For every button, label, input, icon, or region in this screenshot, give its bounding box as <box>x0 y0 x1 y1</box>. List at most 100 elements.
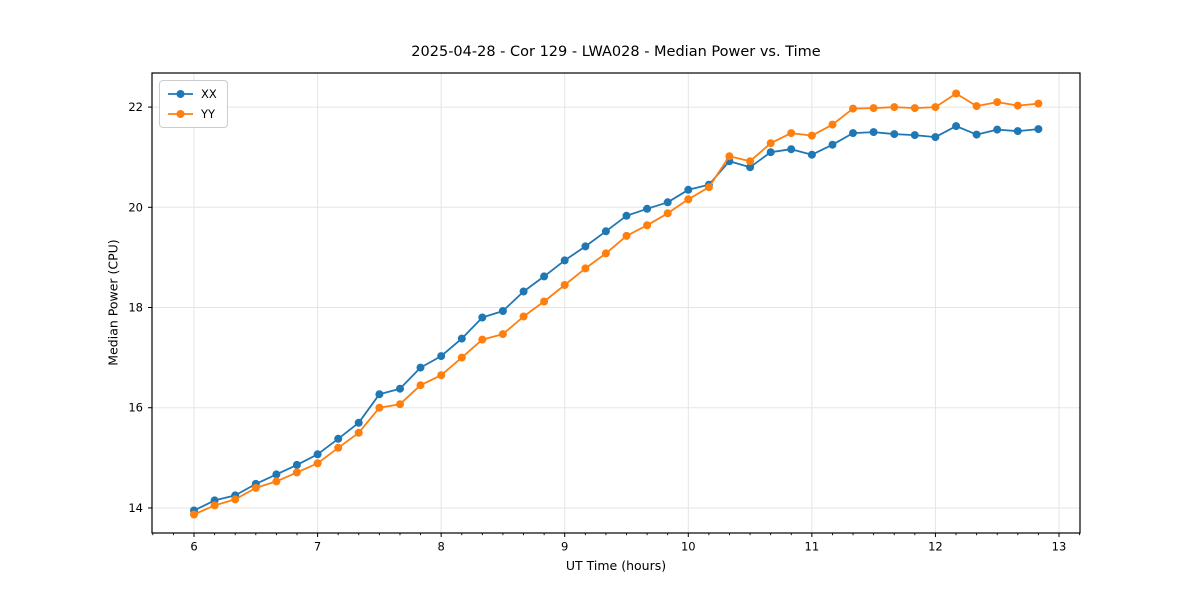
data-point-xx <box>396 384 404 393</box>
data-point-yy <box>725 152 734 161</box>
data-point-yy <box>251 483 260 492</box>
data-point-xx <box>1034 125 1043 134</box>
data-point-xx <box>498 307 507 315</box>
data-point-yy <box>869 104 878 113</box>
data-point-yy <box>910 104 919 113</box>
data-point-yy <box>437 371 446 380</box>
legend-entry-yy: YY <box>167 106 217 122</box>
y-axis-label: Median Power (CPU) <box>105 239 121 366</box>
data-point-yy <box>313 459 322 468</box>
data-point-yy <box>581 264 590 273</box>
data-point-xx <box>746 163 755 172</box>
data-point-xx <box>416 363 425 372</box>
legend-line-marker-yy-icon <box>168 110 193 118</box>
x-axis-label: UT Time (hours) <box>565 558 667 573</box>
data-point-xx <box>787 145 796 154</box>
data-point-xx <box>519 287 528 296</box>
data-point-xx <box>952 122 961 131</box>
data-point-xx <box>993 125 1002 134</box>
data-point-yy <box>972 102 981 111</box>
data-point-yy <box>478 335 487 344</box>
x-tick-label: 10 <box>681 540 696 554</box>
data-point-xx <box>292 460 301 469</box>
data-point-xx <box>334 434 343 443</box>
data-point-xx <box>972 130 981 139</box>
data-point-xx <box>910 131 919 140</box>
data-point-yy <box>787 129 796 138</box>
data-point-xx <box>437 352 446 361</box>
x-tick-label: 8 <box>437 540 444 554</box>
gridlines <box>152 73 1080 533</box>
data-point-yy <box>210 501 219 510</box>
data-point-xx <box>313 450 322 459</box>
data-point-xx <box>849 129 857 138</box>
legend-line-marker-xx-icon <box>168 90 193 98</box>
axis-ticks <box>148 106 1081 537</box>
data-point-xx <box>375 390 384 399</box>
chart-title: 2025-04-28 - Cor 129 - LWA028 - Median P… <box>411 44 821 60</box>
data-point-yy <box>190 510 198 519</box>
data-point-yy <box>416 381 425 390</box>
data-point-yy <box>498 330 507 339</box>
series-yy <box>190 89 1043 519</box>
data-point-yy <box>807 131 816 140</box>
data-point-xx <box>457 334 466 343</box>
x-tick-label: 9 <box>561 540 568 554</box>
y-tick-label: 22 <box>128 100 143 114</box>
data-point-yy <box>931 103 940 112</box>
data-point-xx <box>931 133 940 142</box>
x-tick-label: 6 <box>190 540 197 554</box>
data-point-yy <box>519 312 528 321</box>
data-point-yy <box>993 98 1002 107</box>
data-point-xx <box>601 227 610 236</box>
data-point-xx <box>354 418 363 427</box>
data-point-xx <box>890 130 899 139</box>
legend-entry-xx: XX <box>167 86 217 102</box>
data-point-yy <box>828 120 837 129</box>
data-point-xx <box>663 198 672 207</box>
data-point-xx <box>581 242 590 251</box>
data-point-xx <box>272 470 281 479</box>
legend: XX YY <box>159 80 228 128</box>
tick-labels: 6 7 8 9 10 11 12 13 14 16 18 20 22 <box>128 100 1066 553</box>
data-point-yy <box>354 428 363 437</box>
plot-border <box>151 72 1081 534</box>
data-point-yy <box>704 183 713 192</box>
legend-label-xx: XX <box>201 87 217 101</box>
data-point-yy <box>622 231 631 240</box>
x-tick-label: 13 <box>1052 540 1067 554</box>
x-tick-label: 7 <box>314 540 321 554</box>
data-point-yy <box>375 403 384 412</box>
data-point-xx <box>766 148 775 157</box>
data-point-yy <box>396 400 404 409</box>
data-point-xx <box>622 211 631 220</box>
data-point-xx <box>560 256 569 265</box>
data-point-yy <box>643 221 652 230</box>
data-point-yy <box>746 157 755 166</box>
y-tick-label: 20 <box>128 200 143 214</box>
data-point-xx <box>684 185 693 194</box>
data-point-yy <box>601 249 610 258</box>
data-point-yy <box>334 443 343 452</box>
data-point-yy <box>231 495 240 504</box>
data-point-xx <box>1013 127 1022 136</box>
data-point-yy <box>890 103 899 112</box>
data-point-yy <box>292 468 301 477</box>
data-point-yy <box>560 281 569 289</box>
data-point-xx <box>869 128 878 137</box>
data-point-yy <box>663 209 672 218</box>
data-point-xx <box>807 150 816 159</box>
data-point-xx <box>643 204 652 213</box>
data-point-yy <box>849 104 857 113</box>
data-point-yy <box>540 297 549 306</box>
data-point-xx <box>540 272 549 281</box>
data-point-xx <box>828 140 837 149</box>
x-tick-label: 11 <box>805 540 820 554</box>
data-point-yy <box>272 477 281 486</box>
data-point-yy <box>1034 99 1043 108</box>
data-point-yy <box>766 139 775 148</box>
legend-label-yy: YY <box>201 107 216 121</box>
data-point-yy <box>684 195 693 204</box>
